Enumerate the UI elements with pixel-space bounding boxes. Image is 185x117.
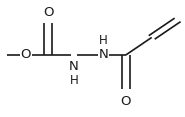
Text: O: O: [121, 95, 131, 108]
Text: H: H: [70, 74, 78, 87]
Text: N: N: [69, 60, 79, 73]
Text: O: O: [21, 48, 31, 62]
Text: H: H: [99, 34, 108, 48]
Text: O: O: [43, 6, 53, 19]
Text: N: N: [99, 48, 108, 62]
